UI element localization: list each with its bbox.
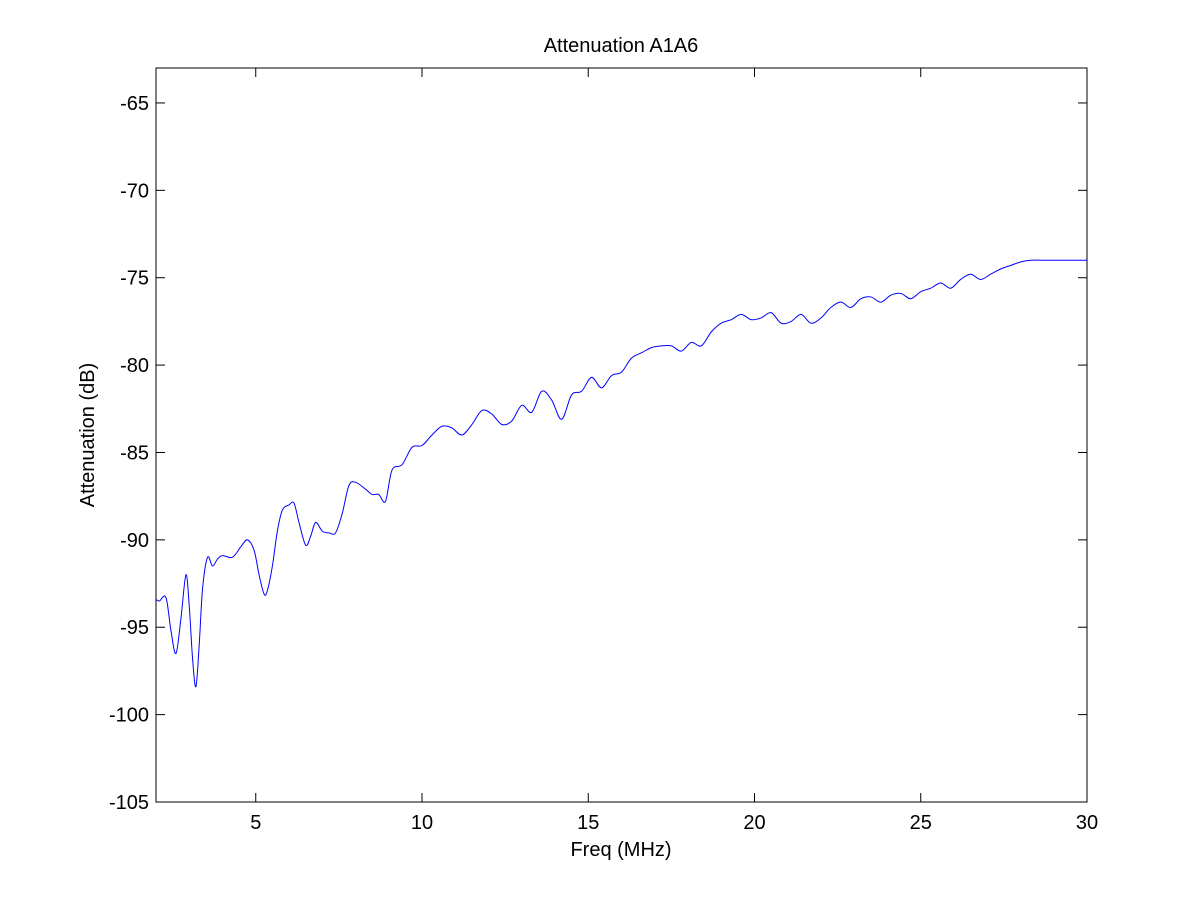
x-tick-label: 5 — [250, 812, 261, 834]
y-tick-label: -90 — [120, 530, 149, 552]
y-tick-label: -100 — [109, 705, 149, 727]
y-tick-label: -65 — [120, 93, 149, 115]
y-axis-label: Attenuation (dB) — [77, 363, 99, 508]
x-tick-label: 10 — [411, 812, 433, 834]
y-tick-label: -75 — [120, 268, 149, 290]
y-tick-label: -70 — [120, 180, 149, 202]
x-tick-label: 15 — [577, 812, 599, 834]
x-axis-label: Freq (MHz) — [570, 839, 671, 861]
chart-title: Attenuation A1A6 — [544, 35, 699, 57]
axes-frame — [155, 67, 1088, 803]
x-tick-label: 20 — [743, 812, 765, 834]
series-group — [155, 259, 1087, 688]
y-tick-label: -105 — [109, 792, 149, 814]
ticks — [156, 68, 1088, 803]
tick-labels: 5 10 15 20 25 30 -65 -70 -75 -80 -85 -90 -95 -100 -105 — [109, 93, 1098, 834]
plot-area-border — [155, 67, 1088, 803]
y-tick-label: -80 — [120, 355, 149, 377]
y-tick-label: -85 — [120, 442, 149, 464]
x-tick-label: 30 — [1076, 812, 1098, 834]
y-tick-label: -95 — [120, 617, 149, 639]
series-line — [155, 259, 1087, 688]
x-tick-label: 25 — [910, 812, 932, 834]
